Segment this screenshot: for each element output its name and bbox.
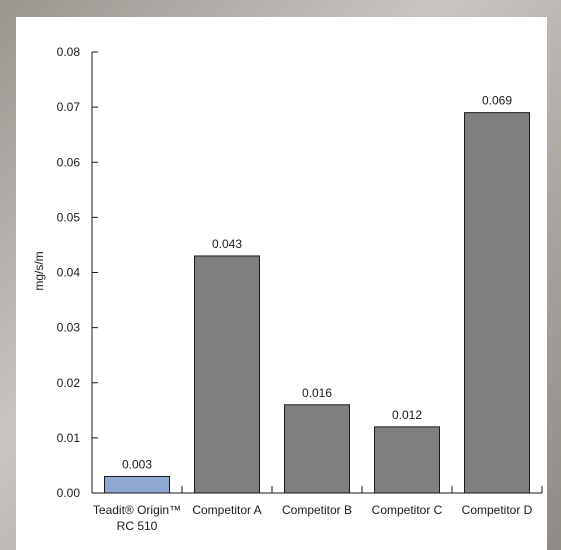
x-tick-label: RC 510 — [117, 519, 158, 533]
bar-value-label: 0.016 — [302, 386, 332, 400]
y-tick-label: 0.06 — [57, 155, 81, 169]
bar-value-label: 0.043 — [212, 237, 242, 251]
bar-value-label: 0.069 — [482, 94, 512, 108]
bar-chart: mg/s/m 0.000.010.020.030.040.050.060.070… — [32, 45, 543, 533]
y-tick-label: 0.05 — [57, 210, 81, 224]
y-tick-label: 0.04 — [57, 266, 81, 280]
y-axis-label: mg/s/m — [32, 251, 46, 290]
bar-value-label: 0.003 — [122, 457, 152, 471]
y-tick-label: 0.08 — [57, 45, 81, 59]
x-tick-label: Teadit® Origin™ — [93, 503, 181, 517]
bar — [464, 112, 530, 494]
bar — [194, 255, 260, 494]
x-tick-label: Competitor C — [372, 503, 443, 517]
x-tick-label: Competitor A — [192, 503, 261, 517]
bar-value-label: 0.012 — [392, 408, 422, 422]
y-tick-label: 0.07 — [57, 100, 81, 114]
y-tick-label: 0.02 — [57, 376, 81, 390]
bar — [374, 426, 440, 494]
y-ticks: 0.00 0.01 0.02 0.03 0.04 0.05 0.06 0.07 0.08 — [57, 45, 98, 500]
y-tick-label: 0.00 — [57, 486, 81, 500]
x-tick-labels: Teadit® Origin™ RC 510 Competitor A Competi… — [93, 503, 533, 533]
y-tick-label: 0.01 — [57, 431, 81, 445]
y-tick-label: 0.03 — [57, 321, 81, 335]
bar — [104, 475, 170, 494]
bar — [284, 404, 350, 494]
chart-panel: mg/s/m 0.00 0.01 0.02 0.03 0.04 0.05 0.06 0.07 0… — [16, 17, 547, 550]
bars: 0.003 0.043 0.016 0.012 0.069 — [104, 94, 530, 494]
x-tick-label: Competitor B — [282, 503, 352, 517]
x-tick-label: Competitor D — [462, 503, 533, 517]
